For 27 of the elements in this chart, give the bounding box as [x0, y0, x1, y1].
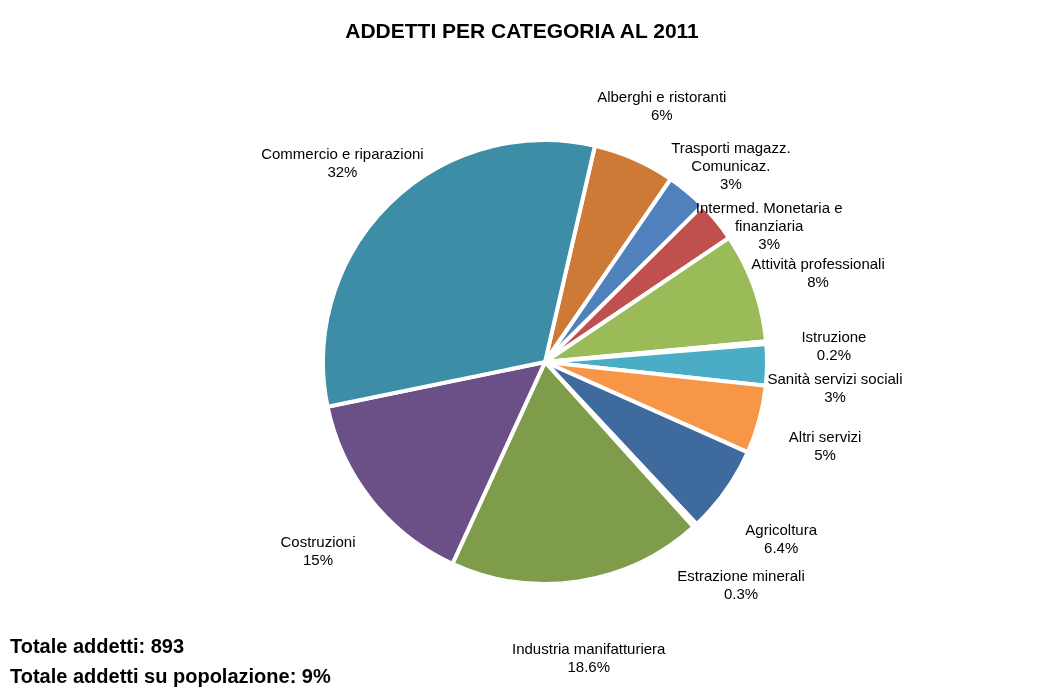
- text: Totale addetti su popolazione: 9%: [10, 664, 331, 689]
- slice-label: Altri servizi: [788, 428, 862, 446]
- slice-label: Attività professionali: [751, 255, 885, 273]
- data-label: 6%: [650, 105, 673, 123]
- data-label: 6.4%: [764, 539, 799, 557]
- chart-title: ADDETTI PER CATEGORIA AL 2011: [345, 19, 700, 42]
- slice-label: Sanità servizi sociali: [767, 369, 903, 387]
- data-label: 32%: [327, 163, 358, 181]
- slice-label: Commercio e riparazioni: [261, 145, 424, 163]
- slice-label: Estrazione minerali: [677, 566, 805, 584]
- slice-label: Intermed. Monetaria e finanziaria: [695, 198, 843, 234]
- text: Totale addetti: 893: [10, 634, 186, 659]
- data-label: 0.2%: [816, 345, 851, 363]
- data-label: 15%: [303, 551, 334, 569]
- data-label: 3%: [758, 234, 780, 252]
- data-label: 3%: [824, 387, 846, 405]
- slice-label: Istruzione: [801, 327, 867, 345]
- data-label: 5%: [814, 446, 836, 464]
- data-label: 0.3%: [723, 584, 759, 602]
- data-label: 18.6%: [567, 657, 610, 675]
- slice-label: Alberghi e ristoranti: [597, 87, 727, 105]
- slice-label: Trasporti magazz. Comunicaz.: [671, 138, 791, 174]
- slice-label: Agricoltura: [745, 521, 818, 539]
- data-label: 3%: [720, 174, 742, 192]
- slice-label: Costruzioni: [280, 533, 356, 551]
- data-label: 8%: [807, 273, 829, 291]
- slice-label: Industria manifatturiera: [512, 639, 667, 657]
